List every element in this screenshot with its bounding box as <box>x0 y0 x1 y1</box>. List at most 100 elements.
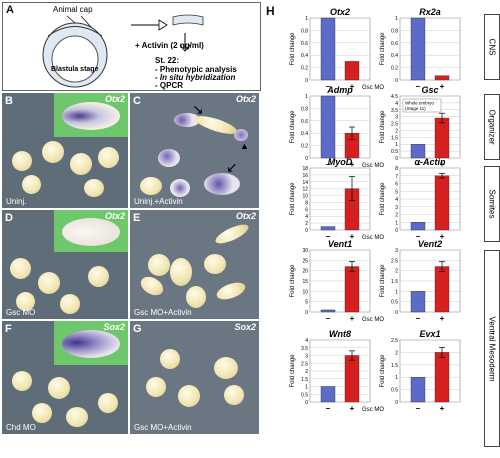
x-tick-label: – <box>326 160 331 169</box>
y-tick-label: 6 <box>395 182 398 188</box>
gene-label: Sox2 <box>234 322 256 332</box>
gsc-mo-label: Gsc MO <box>362 235 384 241</box>
x-tick-label: – <box>326 232 331 241</box>
gsc-mo-label: Gsc MO <box>362 85 384 91</box>
x-tick-label: + <box>350 82 355 91</box>
arrow-icon: ↘ <box>192 101 204 117</box>
group-label-organizer: Organizer <box>484 94 500 160</box>
y-tick-label: 2.5 <box>391 338 398 344</box>
y-tick-label: 0.2 <box>301 66 308 72</box>
y-tick-label: 1 <box>305 94 308 100</box>
y-tick-label: 0.4 <box>301 131 308 137</box>
bullet-3: - QPCR <box>155 81 183 90</box>
bar <box>320 386 336 403</box>
y-tick-label: 0.5 <box>301 392 308 398</box>
group-label-somites: Somites <box>484 166 500 242</box>
x-tick-label: + <box>350 160 355 169</box>
y-tick-label: 16 <box>302 173 308 179</box>
x-tick-label: + <box>440 232 445 241</box>
arrow-icon: ↙ <box>226 159 238 175</box>
y-tick-label: 10 <box>302 289 308 295</box>
photo-b: B Otx2 Uninj. <box>2 93 128 208</box>
plot-area <box>399 339 461 403</box>
y-tick-label: 0 <box>395 156 398 162</box>
bar <box>410 377 426 403</box>
y-axis-label: Fold change <box>290 182 296 216</box>
bullet-1: - Phenotypic analysis <box>155 65 237 74</box>
caption: Uninj. <box>6 197 27 206</box>
y-axis-label: Fold change <box>290 264 296 298</box>
y-tick-label: 3 <box>305 354 308 360</box>
y-tick-label: 2 <box>395 269 398 275</box>
bar <box>434 175 450 231</box>
blastula-label: Blastula stage <box>51 66 99 73</box>
y-tick-label: 3 <box>395 248 398 254</box>
photo-g: G Sox2 Gsc MO+Activin <box>130 321 259 434</box>
y-tick-label: 0 <box>305 310 308 316</box>
y-tick-label: 8 <box>395 166 398 172</box>
panel-label: B <box>5 95 13 107</box>
gene-label: Otx2 <box>104 94 125 104</box>
y-tick-label: 1 <box>395 16 398 22</box>
panel-label: G <box>133 323 142 335</box>
y-tick-label: 0.8 <box>391 28 398 34</box>
y-tick-label: 0 <box>395 400 398 406</box>
photo-f: F Sox2 Chd MO <box>2 321 128 434</box>
y-tick-label: 8 <box>305 200 308 206</box>
photo-c: C Otx2 ↘ ▲ ↙ Uninj.+Activin <box>130 93 259 208</box>
annotation-text: (Stage 11) <box>405 106 426 111</box>
bar <box>434 266 450 313</box>
y-tick-label: 0.8 <box>301 106 308 112</box>
gene-label: Otx2 <box>235 211 256 221</box>
caption: Gsc MO+Activin <box>134 308 192 317</box>
gsc-mo-label: Gsc MO <box>362 317 384 323</box>
y-tick-label: 3.5 <box>391 108 398 114</box>
y-tick-label: 5 <box>305 300 308 306</box>
arrowhead-icon: ▲ <box>240 141 249 151</box>
plot-area <box>309 17 371 81</box>
y-tick-label: 0.5 <box>391 300 398 306</box>
plot-area <box>399 17 461 81</box>
y-axis-label: Fold change <box>380 264 386 298</box>
bar <box>344 61 360 81</box>
y-tick-label: 2 <box>305 369 308 375</box>
chart-title: Rx2a <box>419 7 441 17</box>
y-tick-label: 0 <box>305 228 308 234</box>
panel-label: C <box>133 95 141 107</box>
annotation-box <box>402 98 442 113</box>
y-tick-label: 7 <box>395 174 398 180</box>
panel-a: A Animal cap Blastula stage + Activin (2… <box>2 2 261 91</box>
y-tick-label: 0.4 <box>391 53 398 59</box>
y-tick-label: 0.4 <box>301 53 308 59</box>
chart-title: Otx2 <box>330 7 350 17</box>
y-tick-label: 0 <box>395 228 398 234</box>
caption: Uninj.+Activin <box>134 197 183 206</box>
y-tick-label: 2.5 <box>391 258 398 264</box>
y-tick-label: 14 <box>302 180 308 186</box>
group-label-cns: CNS <box>484 14 500 80</box>
chart-title: Admp <box>326 85 353 95</box>
bar <box>320 309 336 313</box>
caption: Gsc MO+Activin <box>134 423 192 432</box>
photo-e: E Otx2 Gsc MO+Activin <box>130 210 259 319</box>
embryo-inset <box>54 321 128 365</box>
y-tick-label: 12 <box>302 187 308 193</box>
chart-title: Vent2 <box>418 239 442 249</box>
bullet-2: - In situ hybridization <box>155 73 236 82</box>
x-tick-label: – <box>326 314 331 323</box>
y-tick-label: 0.6 <box>301 41 308 47</box>
y-tick-label: 2.5 <box>301 361 308 367</box>
panel-label: F <box>5 323 12 335</box>
y-tick-label: 0 <box>395 78 398 84</box>
y-tick-label: 1 <box>305 16 308 22</box>
y-tick-label: 1 <box>395 289 398 295</box>
y-axis-label: Fold change <box>380 182 386 216</box>
x-tick-label: – <box>416 160 421 169</box>
chart-title: MyoD <box>328 157 353 167</box>
gene-label: Otx2 <box>235 94 256 104</box>
y-tick-label: 0 <box>305 156 308 162</box>
gene-label: Sox2 <box>103 322 125 332</box>
y-axis-label: Fold change <box>380 354 386 388</box>
y-tick-label: 0.5 <box>391 149 398 155</box>
y-tick-label: 0.6 <box>391 41 398 47</box>
